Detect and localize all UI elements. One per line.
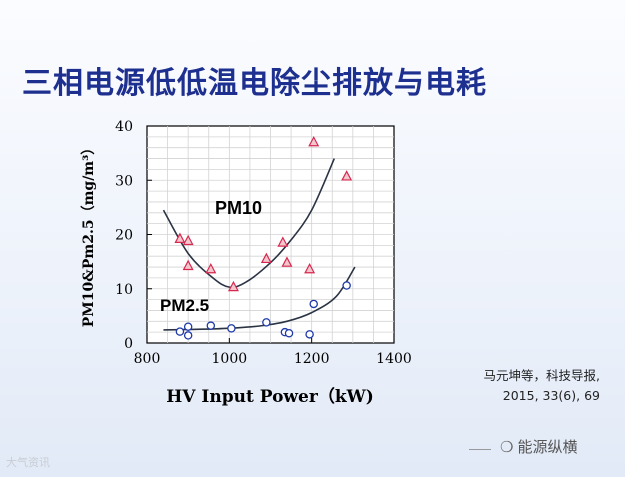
pm25-point xyxy=(262,318,271,327)
pm25-point xyxy=(206,321,216,330)
x-tick-label: 800 xyxy=(134,351,161,367)
fit-curve-pm25 xyxy=(163,266,356,331)
pm25-point xyxy=(183,322,193,331)
citation: 马元坤等，科技导报, 2015, 33(6), 69 xyxy=(452,366,600,406)
pm10-point xyxy=(341,170,353,181)
y-axis-label: PM10&Pm2.5（mg/m³） xyxy=(81,141,97,328)
pm25-point xyxy=(227,324,236,333)
x-tick-label: 1400 xyxy=(376,351,412,367)
watermark-bottom-left: 大气资讯 xyxy=(6,456,50,469)
data-markers xyxy=(174,135,353,340)
citation-line-1: 马元坤等，科技导报, xyxy=(483,368,600,383)
y-tick-label: 0 xyxy=(124,336,133,352)
x-tick-label: 1000 xyxy=(212,351,248,367)
pm10-point xyxy=(205,262,217,274)
pm10-point xyxy=(227,280,239,292)
pm25-point xyxy=(284,328,294,338)
annotation-pm25: PM2.5 xyxy=(160,296,209,315)
pm10-point xyxy=(260,252,272,264)
pm10-point xyxy=(174,232,186,243)
y-tick-label: 40 xyxy=(115,119,133,135)
pm25-point xyxy=(342,281,351,290)
pm10-point xyxy=(308,135,320,147)
y-tick-label: 20 xyxy=(115,228,133,244)
citation-line-2: 2015, 33(6), 69 xyxy=(502,388,600,403)
x-tick-label: 1200 xyxy=(294,351,330,367)
slide-title: 三相电源低低温电除尘排放与电耗 xyxy=(22,66,487,101)
watermark-bottom-right: ❍ 能源纵横 xyxy=(469,436,578,457)
pm25-point xyxy=(305,330,314,339)
pm10-point xyxy=(182,259,194,271)
chat-bubble-icon: ❍ xyxy=(500,437,514,456)
watermark-divider xyxy=(469,449,491,450)
watermark-brand-text: 能源纵横 xyxy=(517,438,578,456)
pm25-point xyxy=(183,331,193,340)
y-tick-label: 10 xyxy=(115,282,133,298)
pm25-point xyxy=(309,299,318,309)
y-tick-label: 30 xyxy=(115,173,133,189)
pm10-point xyxy=(304,262,316,274)
pm10-point xyxy=(281,256,293,267)
pm10-point xyxy=(182,234,194,246)
pm25-point xyxy=(175,327,185,336)
fit-curves xyxy=(162,158,356,331)
axis-ticks: 800 1000 1200 1400 0 10 20 30 40 xyxy=(115,119,412,367)
pm10-point xyxy=(277,236,289,247)
x-axis-label: HV Input Power（kW) xyxy=(166,386,374,407)
fit-curve-pm10 xyxy=(162,158,336,289)
annotation-pm10: PM10 xyxy=(215,198,262,218)
